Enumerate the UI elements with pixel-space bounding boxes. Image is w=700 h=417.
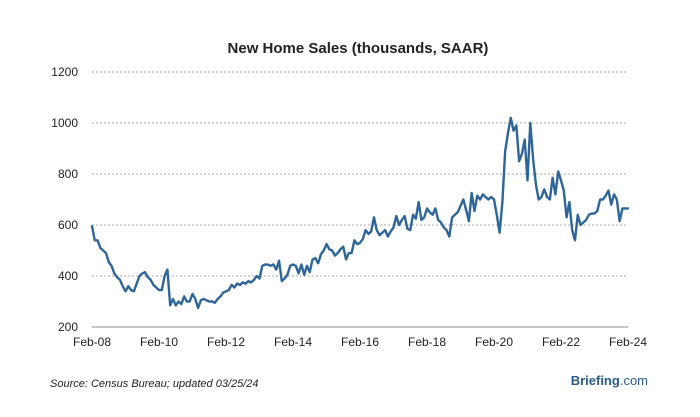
- source-note: Source: Census Bureau; updated 03/25/24: [50, 378, 259, 390]
- x-tick-label: Feb-08: [73, 335, 111, 349]
- x-tick-label: Feb-24: [609, 335, 647, 349]
- gridlines: [92, 71, 628, 328]
- x-tick-label: Feb-18: [408, 335, 446, 349]
- x-axis-ticks: Feb-08 Feb-10 Feb-12 Feb-14 Feb-16 Feb-18 Feb-…: [73, 335, 647, 349]
- x-tick-label: Feb-10: [140, 335, 178, 349]
- chart-title: New Home Sales (thousands, SAAR): [228, 40, 489, 57]
- x-tick-label: Feb-20: [475, 335, 513, 349]
- brand-logo: Briefing.com: [571, 373, 648, 388]
- y-tick-label: 1000: [51, 116, 78, 130]
- y-tick-label: 200: [58, 320, 78, 334]
- series-layer: [90, 116, 630, 310]
- series-line: [90, 116, 630, 310]
- brand-logo-main: Briefing: [571, 373, 620, 388]
- x-tick-label: Feb-22: [542, 335, 580, 349]
- brand-logo-suffix: .com: [620, 373, 648, 388]
- y-tick-label: 400: [58, 269, 78, 283]
- y-tick-label: 1200: [51, 65, 78, 79]
- y-axis-ticks: 200 400 600 800 1000 1200: [51, 65, 78, 334]
- y-tick-label: 600: [58, 218, 78, 232]
- y-tick-label: 800: [58, 167, 78, 181]
- x-tick-label: Feb-14: [274, 335, 312, 349]
- x-tick-label: Feb-16: [341, 335, 379, 349]
- x-tick-label: Feb-12: [207, 335, 245, 349]
